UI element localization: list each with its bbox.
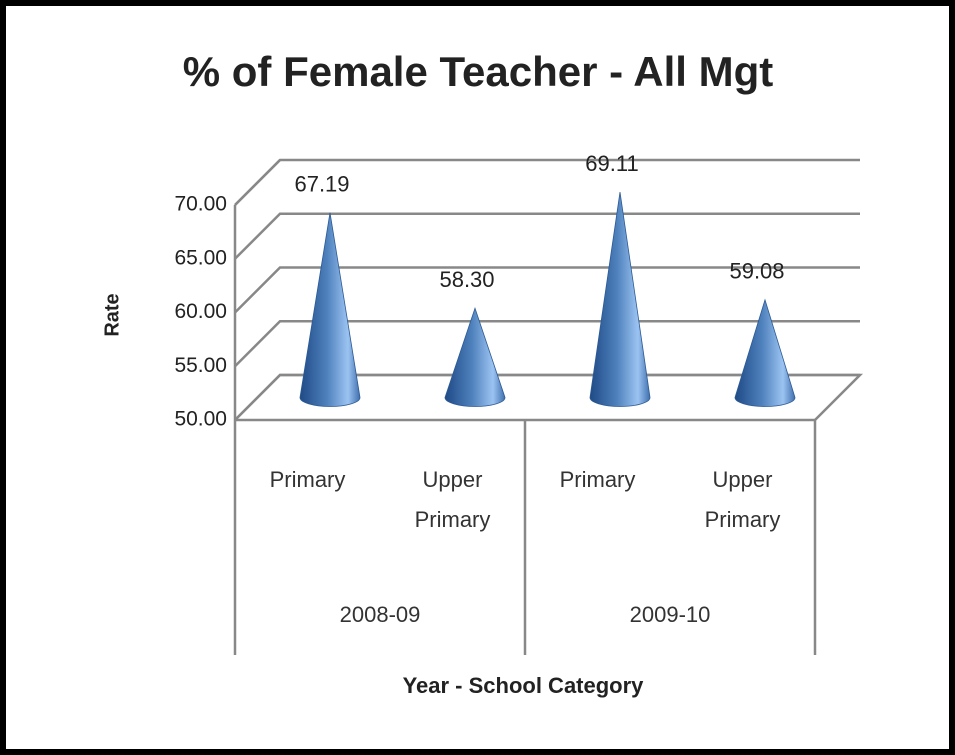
chart-title: % of Female Teacher - All Mgt	[183, 48, 773, 95]
value-label: 59.08	[729, 259, 784, 284]
y-tick-label: 60.00	[174, 300, 227, 323]
x-tick-label: Primary	[559, 467, 636, 492]
grid-line	[234, 266, 860, 314]
grid-line	[234, 320, 860, 368]
x-tick-label: Upper Primary	[704, 467, 781, 532]
y-tick-label: 50.00	[174, 408, 227, 431]
cone	[734, 298, 796, 407]
y-tick-label: 65.00	[174, 246, 227, 269]
grid-line	[234, 158, 860, 206]
grid-line	[234, 373, 860, 421]
y-tick-label: 70.00	[174, 193, 227, 216]
cone	[444, 307, 506, 407]
cone	[589, 192, 651, 407]
group-label: 2009-10	[629, 602, 711, 627]
value-label: 67.19	[294, 172, 349, 197]
x-axis-title: Year - School Category	[403, 673, 645, 698]
group-label: 2008-09	[339, 602, 421, 627]
cone	[299, 212, 361, 407]
x-tick-label: Upper Primary	[414, 467, 491, 532]
value-label: 58.30	[439, 267, 494, 292]
y-axis-title: Rate	[101, 293, 123, 336]
value-label: 69.11	[585, 151, 638, 176]
grid-line	[234, 212, 860, 260]
y-tick-label: 55.00	[174, 354, 227, 377]
x-tick-label: Primary	[269, 467, 346, 492]
